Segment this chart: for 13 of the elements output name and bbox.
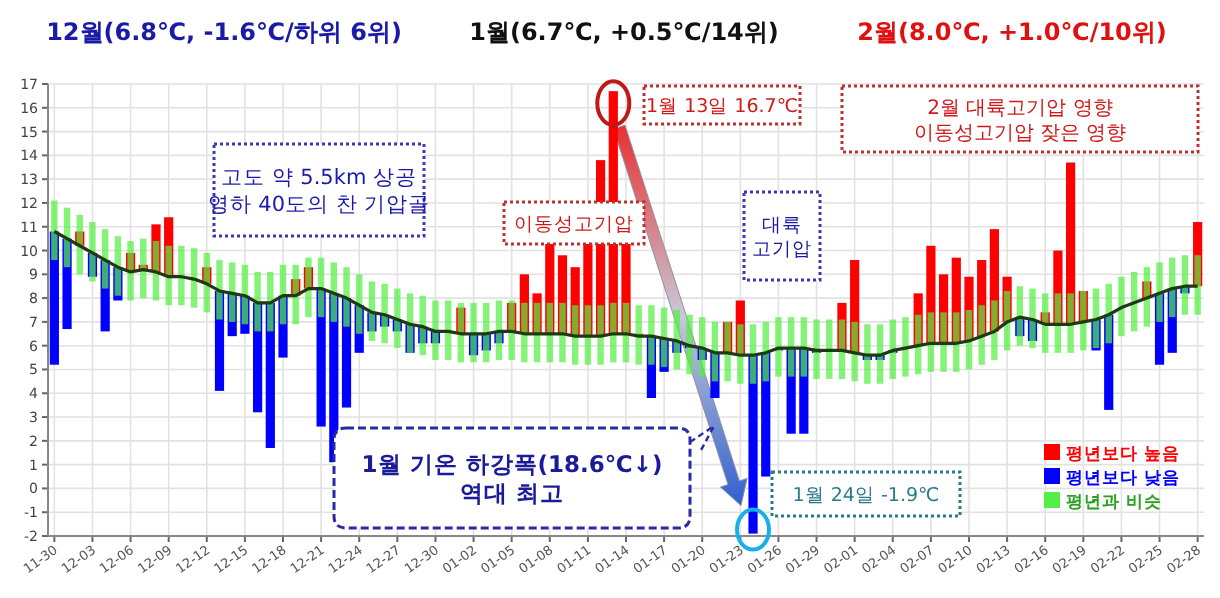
text: 12월(6.8℃, -1.6℃/하위 6위) — [46, 18, 402, 46]
legend-label: 평년보다 높음 — [1066, 445, 1180, 465]
annotation: 1월 기온 하강폭(18.6℃↓) 역대 최고 — [361, 449, 663, 507]
legend-label: 평년보다 낮음 — [1066, 469, 1180, 489]
annotation: 1월 24일 -1.9℃ — [792, 484, 941, 507]
annotation: 1월 13일 16.7℃ — [646, 95, 799, 118]
annotation: 고도 약 5.5km 상공 영하 40도의 찬 기압골 — [207, 166, 431, 217]
text: 2월(8.0℃, +1.0℃/10위) — [857, 18, 1167, 46]
legend-label: 평년과 비슷 — [1066, 493, 1162, 513]
annotation: 대륙 고기압 — [752, 214, 812, 261]
annotation: 이동성고기압 — [514, 213, 634, 236]
text: 1월(6.7℃, +0.5℃/14위) — [469, 18, 779, 46]
annotation: 2월 대륙고기압 영향 이동성고기압 잦은 영향 — [913, 97, 1127, 145]
